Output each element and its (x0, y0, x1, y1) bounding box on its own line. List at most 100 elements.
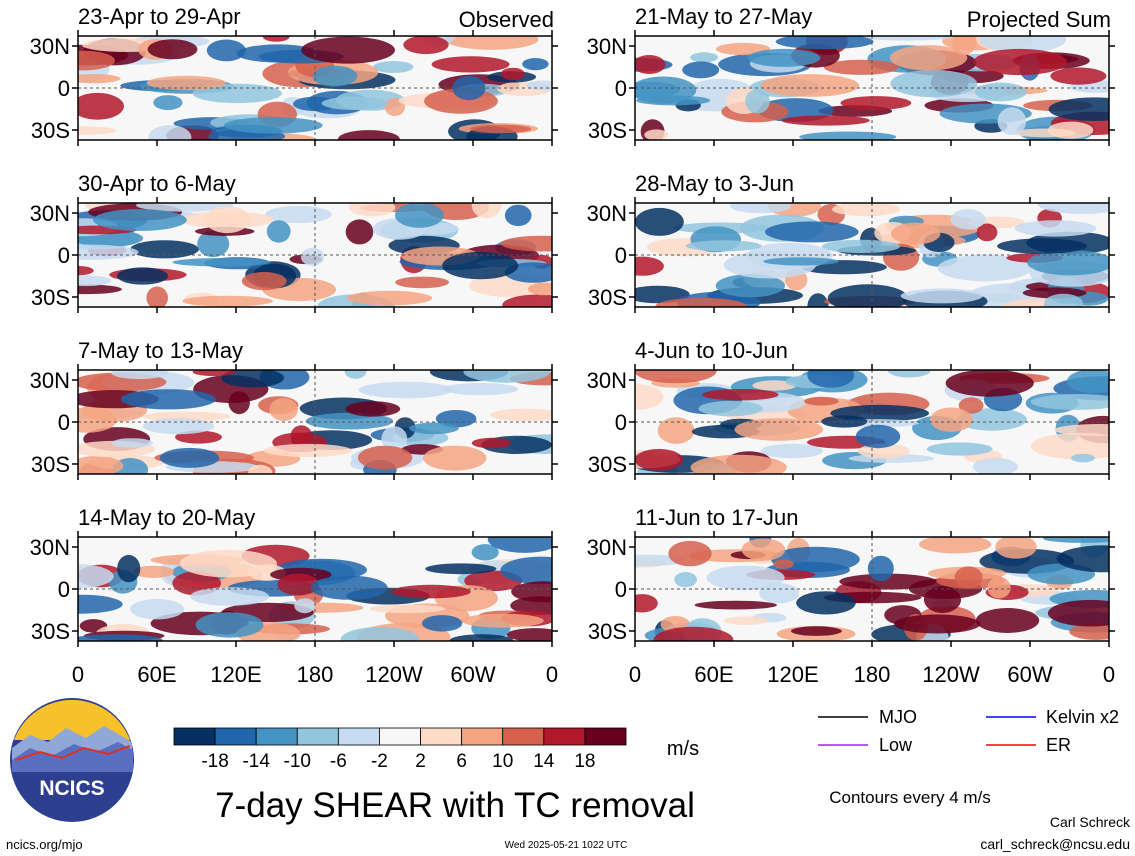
shear-blob (442, 383, 519, 396)
shear-blob (345, 219, 374, 245)
panel-title: 11-Jun to 17-Jun (635, 505, 798, 530)
shear-blob (823, 59, 899, 75)
shear-blob (269, 398, 299, 421)
colorbar-swatch (379, 727, 421, 746)
shear-blob (305, 412, 394, 430)
shear-blob (525, 80, 552, 91)
shear-blob (930, 407, 973, 432)
shear-blob (147, 39, 198, 60)
shear-blob (266, 220, 291, 243)
colorbar-label: -10 (284, 751, 311, 772)
shear-blob (277, 573, 320, 596)
shear-blob (500, 67, 525, 81)
shear-blob (506, 628, 552, 641)
shear-blob (827, 284, 909, 307)
x-tick-label: 60E (694, 662, 733, 687)
shear-blob (442, 251, 519, 280)
shear-blob (321, 96, 388, 110)
shear-blob (636, 95, 711, 106)
shear-blob (312, 65, 358, 87)
shear-blob (223, 117, 323, 134)
y-tick-label: 30N (587, 368, 627, 393)
shear-blob (78, 74, 121, 84)
shear-blob (635, 594, 658, 613)
shear-blob (690, 454, 787, 474)
legend-mjo-label: MJO (879, 707, 917, 727)
shear-blob (635, 285, 690, 304)
shear-field (635, 537, 1109, 641)
shear-blob (78, 284, 122, 295)
shear-blob (894, 614, 981, 634)
x-tick-label: 120W (922, 662, 980, 687)
shear-blob (685, 240, 762, 252)
shear-blob (423, 445, 487, 471)
footer-email: carl_schreck@ncsu.edu (980, 836, 1130, 852)
shear-blob (791, 626, 842, 636)
shear-blob (142, 418, 215, 435)
shear-blob (381, 426, 408, 451)
ticks (629, 197, 1115, 313)
ticks (72, 197, 558, 313)
shear-field (78, 203, 552, 307)
shear-blob (682, 61, 720, 79)
ticks (629, 30, 1115, 146)
colorbar-swatch (461, 727, 504, 746)
footer-url: ncics.org/mjo (6, 837, 83, 852)
panel-title: 23-Apr to 29-Apr (78, 4, 241, 29)
shear-blob (730, 203, 792, 214)
panel-corner-label: Projected Sum (967, 7, 1111, 32)
panel-corner-label: Observed (459, 7, 554, 32)
shear-blob (78, 275, 112, 287)
shear-blob (635, 207, 684, 236)
shear-blob (241, 272, 287, 291)
panel-title: 14-May to 20-May (78, 505, 255, 530)
shear-blob (715, 274, 786, 298)
shear-blob (734, 418, 824, 441)
x-tick-label: 0 (546, 662, 558, 687)
shear-blob (839, 573, 937, 590)
shear-blob (391, 584, 471, 599)
shear-blob (78, 594, 123, 614)
colorbar-label: 2 (415, 751, 426, 772)
shear-blob (995, 537, 1037, 559)
shear-blob (889, 45, 968, 71)
shear-blob (471, 544, 499, 561)
y-tick-label: 30S (31, 118, 70, 143)
colorbar-label: 10 (492, 751, 513, 772)
shear-field (635, 370, 1109, 474)
panel: 30N 0 30S 7-May to 13-May (30, 338, 558, 480)
panel-title: 28-May to 3-Jun (635, 171, 794, 196)
shear-blob (821, 415, 868, 428)
shear-blob (487, 537, 552, 553)
shear-blob (78, 266, 94, 276)
shear-blob (130, 240, 199, 259)
panel-title: 4-Jun to 10-Jun (635, 338, 788, 363)
shear-blob (1030, 432, 1109, 460)
shear-blob (706, 565, 785, 591)
shear-blob (221, 370, 284, 388)
shear-blob (1014, 220, 1097, 237)
y-tick-label: 30S (588, 452, 627, 477)
footer-timestamp: Wed 2025-05-21 1022 UTC (505, 840, 628, 851)
x-tick-label: 120E (210, 662, 261, 687)
shear-blob (1027, 250, 1109, 276)
shear-blob (528, 282, 552, 296)
shear-blob (192, 83, 282, 104)
shear-blob (997, 238, 1088, 254)
shear-blob (900, 288, 983, 304)
shear-blob (78, 126, 117, 135)
shear-blob (195, 612, 264, 638)
shear-blob (923, 586, 962, 613)
panel: 30N 0 30S 14-May to 20-May (30, 505, 558, 647)
shear-blob (136, 203, 234, 212)
x-tick-label: 120W (365, 662, 423, 687)
shear-blob (763, 257, 839, 266)
shear-blob (1047, 599, 1109, 627)
x-tick-label: 180 (854, 662, 891, 687)
y-tick-label: 30S (588, 285, 627, 310)
shear-blob (975, 608, 1040, 633)
shear-blob (444, 36, 539, 50)
contour-note: Contours every 4 m/s (829, 788, 991, 807)
shear-blob (148, 125, 192, 140)
shear-blob (698, 400, 763, 417)
